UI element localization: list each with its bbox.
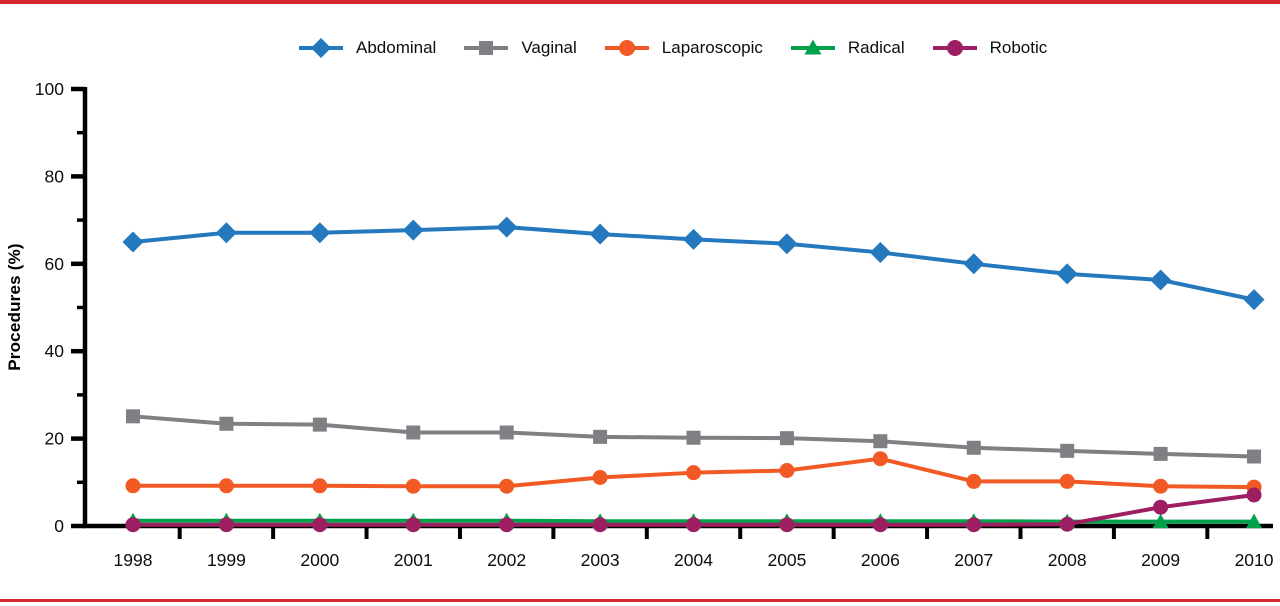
x-tick-label: 2009	[1141, 550, 1180, 570]
point-robotic-2005-marker	[779, 517, 795, 533]
point-abdominal-1999-marker	[215, 222, 237, 244]
y-tick-label: 80	[45, 166, 65, 186]
robotic-circle-icon	[932, 40, 977, 56]
legend-item-laparoscopic: Laparoscopic	[604, 36, 763, 60]
legend-label-robotic: Robotic	[989, 38, 1048, 57]
x-tick-label: 2004	[674, 550, 713, 570]
point-abdominal-2009-marker	[1150, 269, 1172, 291]
point-robotic-2002-marker	[499, 517, 515, 533]
point-vaginal-2008-marker	[1060, 443, 1075, 458]
point-laparoscopic-2001-marker	[405, 478, 421, 494]
point-robotic-2000-marker	[312, 517, 328, 533]
point-abdominal-2002-marker	[496, 216, 518, 238]
point-vaginal-1999-marker	[219, 416, 234, 431]
point-robotic-1999-marker	[218, 517, 234, 533]
point-laparoscopic-2009-marker	[1153, 478, 1169, 494]
top-red-rule	[0, 0, 1280, 4]
y-tick-label: 0	[54, 516, 64, 536]
y-tick-label: 60	[45, 254, 65, 274]
x-tick-label: 2010	[1235, 550, 1274, 570]
point-vaginal-2010-marker	[1247, 449, 1262, 464]
point-vaginal-2000-marker	[312, 417, 327, 432]
point-vaginal-2002-marker	[499, 425, 514, 440]
x-tick-label: 2003	[581, 550, 620, 570]
point-laparoscopic-2007-marker	[966, 473, 982, 489]
point-abdominal-2010-marker	[1243, 289, 1265, 311]
legend-label-laparoscopic: Laparoscopic	[661, 38, 763, 57]
abdominal-diamond-icon	[299, 38, 343, 58]
x-tick-label: 1999	[207, 550, 246, 570]
legend-item-robotic: Robotic	[932, 36, 1048, 60]
point-laparoscopic-2004-marker	[686, 465, 702, 481]
x-tick-label: 2000	[300, 550, 339, 570]
y-tick-label: 100	[35, 79, 64, 99]
point-abdominal-2007-marker	[963, 253, 985, 275]
point-abdominal-1998-marker	[122, 231, 144, 253]
point-abdominal-2000-marker	[309, 222, 331, 244]
legend-label-radical: Radical	[847, 38, 905, 57]
legend-item-vaginal: Vaginal	[463, 36, 577, 60]
point-vaginal-2005-marker	[779, 431, 794, 446]
point-robotic-2007-marker	[966, 517, 982, 533]
x-tick-label: 2006	[861, 550, 900, 570]
x-tick-label: 2005	[767, 550, 806, 570]
point-robotic-2006-marker	[872, 517, 888, 533]
point-abdominal-2004-marker	[683, 228, 705, 250]
bottom-red-rule	[0, 599, 1280, 602]
point-robotic-2003-marker	[592, 517, 608, 533]
point-robotic-1998-marker	[125, 517, 141, 533]
y-tick-label: 40	[45, 341, 65, 361]
legend-label-abdominal: Abdominal	[356, 38, 437, 57]
point-abdominal-2005-marker	[776, 233, 798, 255]
x-tick-label: 2007	[954, 550, 993, 570]
point-abdominal-2003-marker	[589, 223, 611, 245]
x-tick-label: 2008	[1048, 550, 1087, 570]
x-tick-label: 1998	[114, 550, 153, 570]
point-robotic-2010-marker	[1246, 487, 1262, 503]
point-laparoscopic-1998-marker	[125, 478, 141, 494]
point-laparoscopic-2002-marker	[499, 478, 515, 494]
point-vaginal-2009-marker	[1153, 446, 1168, 461]
point-abdominal-2001-marker	[402, 219, 424, 241]
point-abdominal-2008-marker	[1056, 263, 1078, 285]
point-abdominal-2006-marker	[869, 241, 891, 263]
legend-item-abdominal: Abdominal	[298, 36, 436, 60]
point-robotic-2001-marker	[405, 517, 421, 533]
point-vaginal-2004-marker	[686, 430, 701, 445]
point-vaginal-2007-marker	[966, 440, 981, 455]
point-vaginal-2003-marker	[593, 429, 608, 444]
point-laparoscopic-1999-marker	[218, 478, 234, 494]
point-vaginal-2006-marker	[873, 434, 888, 449]
y-axis-title: Procedures (%)	[5, 243, 24, 371]
point-robotic-2004-marker	[686, 517, 702, 533]
legend-item-radical: Radical	[790, 36, 905, 60]
x-tick-label: 2001	[394, 550, 433, 570]
point-laparoscopic-2006-marker	[872, 451, 888, 467]
laparoscopic-circle-icon	[604, 40, 649, 56]
point-laparoscopic-2005-marker	[779, 463, 795, 479]
vaginal-square-icon	[464, 41, 509, 55]
point-laparoscopic-2008-marker	[1059, 473, 1075, 489]
y-tick-label: 20	[45, 429, 65, 449]
point-vaginal-1998-marker	[126, 409, 140, 424]
point-laparoscopic-2003-marker	[592, 469, 608, 485]
point-vaginal-2001-marker	[406, 425, 421, 440]
x-tick-label: 2002	[487, 550, 526, 570]
point-robotic-2008-marker	[1059, 516, 1075, 532]
chart-legend: Abdominal Vaginal Laparoscopic Radical Robot…	[298, 36, 1047, 60]
point-laparoscopic-2000-marker	[312, 478, 328, 494]
legend-label-vaginal: Vaginal	[521, 38, 577, 57]
point-radical-2010-marker	[1246, 513, 1263, 529]
point-radical-2009-marker	[1152, 513, 1169, 529]
point-robotic-2009-marker	[1153, 499, 1169, 515]
radical-triangle-icon	[790, 39, 835, 55]
